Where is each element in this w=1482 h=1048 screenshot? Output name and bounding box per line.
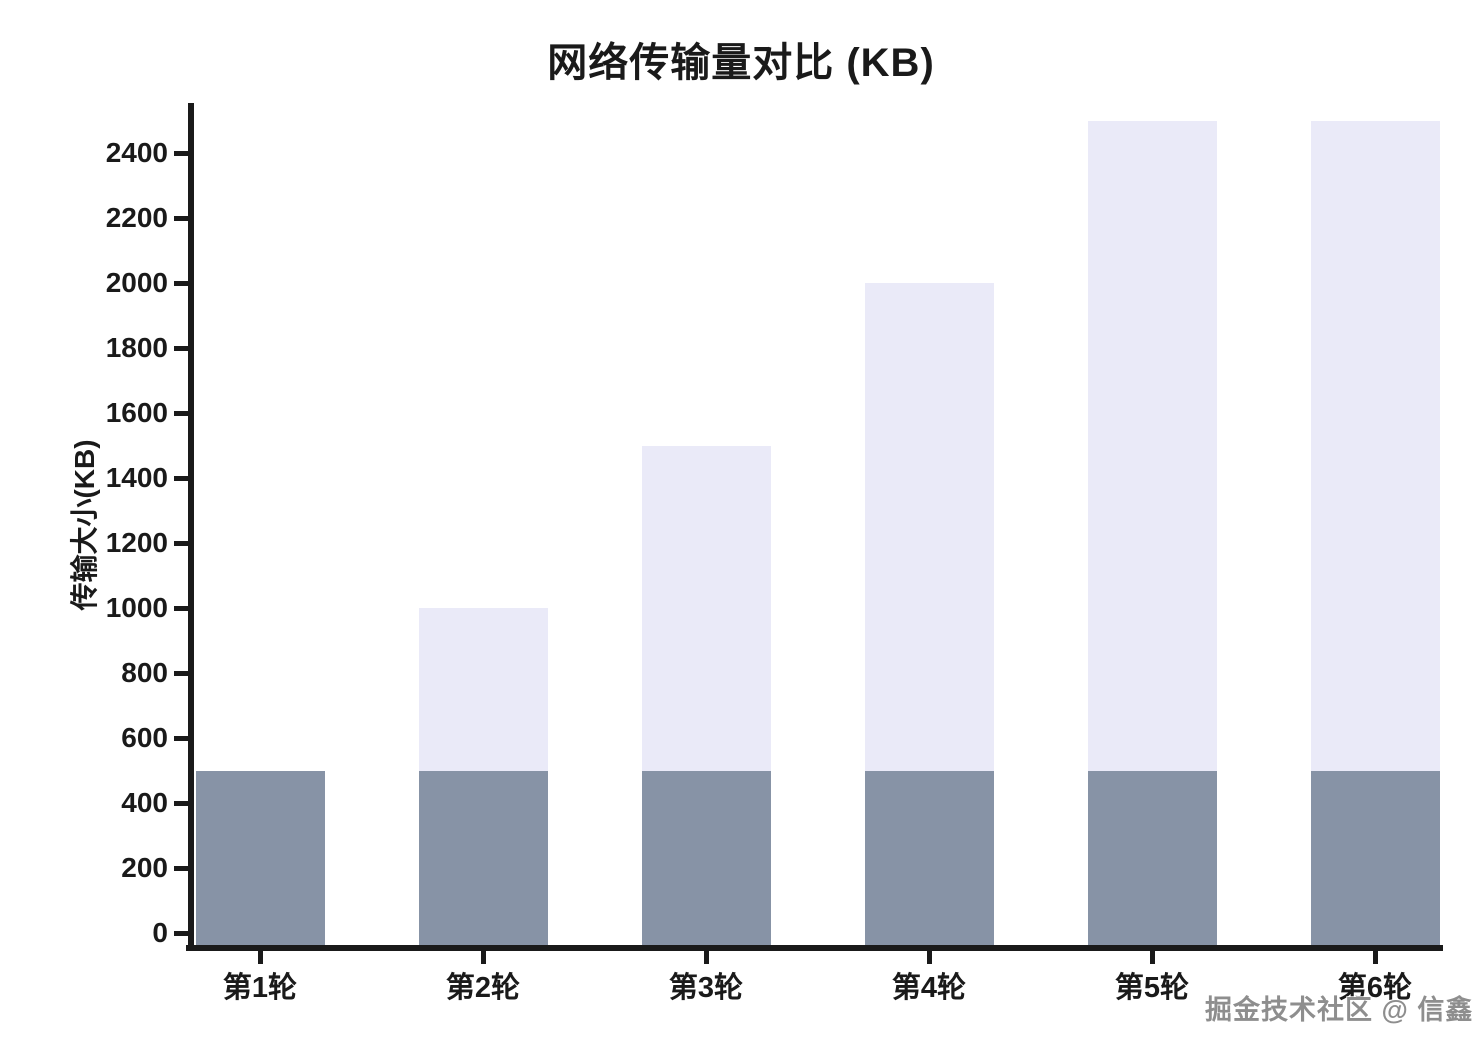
- y-tick: [174, 865, 188, 871]
- bar-dark: [1087, 770, 1217, 948]
- y-tick: [174, 930, 188, 936]
- x-axis-label: 第6轮: [1337, 972, 1413, 1004]
- y-tick: [174, 215, 188, 221]
- watermark: 掘金技术社区 @ 信鑫: [1205, 995, 1474, 1025]
- y-tick-label: 2400: [105, 137, 168, 168]
- y-tick: [174, 410, 188, 416]
- x-tick: [926, 951, 932, 964]
- chart-title: 网络传输量对比 (KB): [547, 41, 935, 85]
- y-tick: [174, 540, 188, 546]
- y-axis-label: 传输大小(KB): [69, 439, 100, 611]
- bar-dark: [641, 770, 771, 948]
- x-tick: [703, 951, 709, 964]
- bar-dark: [195, 770, 325, 948]
- x-tick: [1372, 951, 1378, 964]
- x-axis-label: 第4轮: [891, 972, 967, 1004]
- y-tick-label: 200: [121, 852, 168, 883]
- x-axis-line: [186, 945, 1443, 951]
- x-axis-label: 第5轮: [1114, 972, 1190, 1004]
- y-tick-label: 400: [121, 787, 168, 818]
- x-tick: [480, 951, 486, 964]
- bar-dark: [864, 770, 994, 948]
- y-tick: [174, 150, 188, 156]
- y-tick-label: 800: [121, 657, 168, 688]
- bar-dark: [418, 770, 548, 948]
- y-tick-label: 600: [121, 722, 168, 753]
- x-tick: [1149, 951, 1155, 964]
- y-tick-label: 1000: [105, 592, 168, 623]
- x-axis-label: 第3轮: [668, 972, 744, 1004]
- y-tick: [174, 670, 188, 676]
- y-tick: [174, 735, 188, 741]
- y-tick: [174, 345, 188, 351]
- bar-dark: [1310, 770, 1440, 948]
- y-tick-label: 1800: [105, 332, 168, 363]
- y-tick: [174, 280, 188, 286]
- y-tick-label: 0: [152, 917, 168, 948]
- y-axis-line: [188, 103, 194, 951]
- x-tick: [257, 951, 263, 964]
- x-axis-label: 第2轮: [445, 972, 521, 1004]
- y-tick: [174, 800, 188, 806]
- y-tick-label: 1400: [105, 462, 168, 493]
- y-tick: [174, 605, 188, 611]
- y-tick-label: 2000: [105, 267, 168, 298]
- y-tick-label: 2200: [105, 202, 168, 233]
- x-axis-label: 第1轮: [222, 972, 298, 1004]
- y-tick-label: 1200: [105, 527, 168, 558]
- y-tick: [174, 475, 188, 481]
- y-tick-label: 1600: [105, 397, 168, 428]
